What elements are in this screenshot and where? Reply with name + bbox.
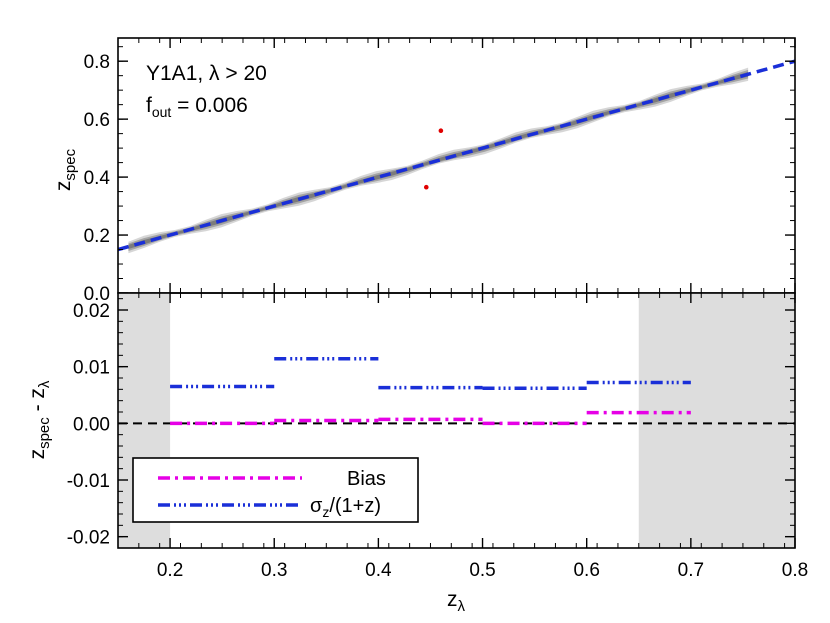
legend-label-bias: Bias [347,468,386,490]
shaded-region [638,293,795,548]
annotation-fout: fout = 0.006 [146,94,248,120]
annotation-title: Y1A1, λ > 20 [146,62,267,85]
top-y-tick-label: 0.6 [84,110,110,131]
outlier-point [438,128,444,134]
top-y-tick-label: 0.8 [84,52,110,73]
bottom-y-tick-label: 0.01 [73,358,110,379]
legend: Bias σz/(1+z) [132,457,419,523]
bottom-axis-ticks: 0.2 0.3 0.4 0.5 0.6 0.7 0.8 -0.02 -0.01 0.00 0.01 0… [67,293,808,581]
x-tick-label: 0.5 [469,560,495,581]
x-tick-label: 0.4 [365,560,392,581]
x-tick-label: 0.8 [782,560,808,581]
bottom-y-axis-label: zspec - zλ [26,380,53,459]
one-to-one-line [117,59,796,252]
x-tick-label: 0.7 [678,560,704,581]
top-y-tick-label: 0.0 [84,284,110,305]
bottom-panel: 0.2 0.3 0.4 0.5 0.6 0.7 0.8 -0.02 -0.01 0.00 0.01 0… [26,292,808,615]
bottom-y-tick-label: -0.02 [67,528,110,549]
legend-box [132,457,419,523]
x-tick-label: 0.2 [157,560,183,581]
top-y-axis-label: zspec [52,148,79,191]
top-panel: 0.0 0.2 0.4 0.6 0.8 Y1A1, λ > 20 fout = 0.00… [52,37,796,305]
top-y-tick-label: 0.4 [84,168,111,189]
top-y-tick-label: 0.2 [84,226,110,247]
one-to-one-dashed-line [117,59,796,252]
x-tick-label: 0.3 [261,560,287,581]
outlier-point [423,184,429,190]
x-tick-label: 0.6 [573,560,599,581]
x-axis-label: zλ [447,588,466,615]
bottom-y-tick-label: 0.02 [73,301,110,322]
bottom-y-tick-label: 0.00 [73,414,110,435]
series-segments [170,356,691,426]
outlier-points [423,128,444,190]
shaded-regions [118,293,795,548]
top-axis-ticks: 0.0 0.2 0.4 0.6 0.8 [84,38,796,305]
bottom-y-tick-label: -0.01 [67,471,110,492]
legend-label-sigma: σz/(1+z) [310,495,381,520]
bottom-plot-frame [117,292,796,549]
